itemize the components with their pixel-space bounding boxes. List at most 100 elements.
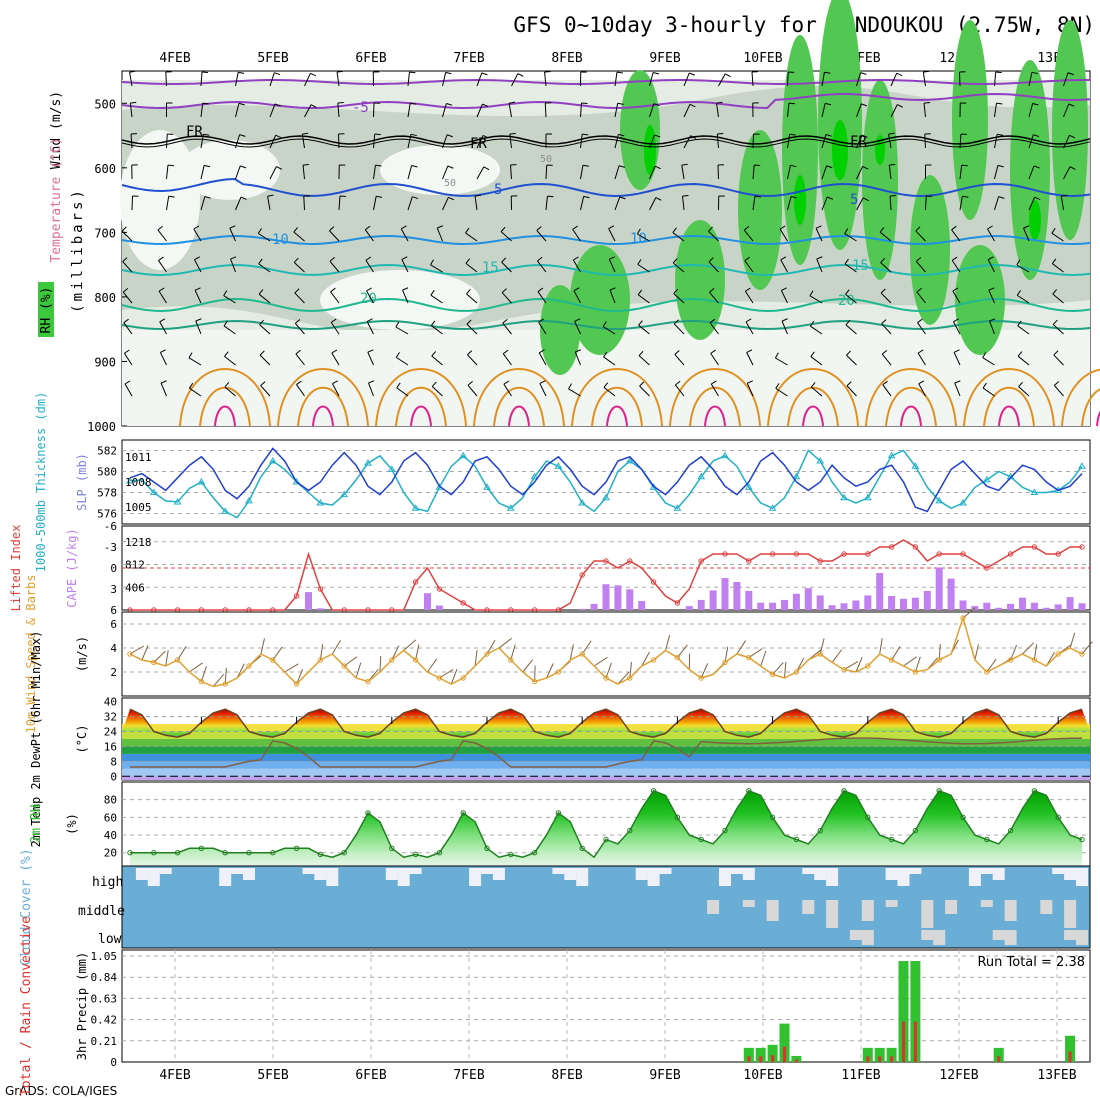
wind-barb-flag: [845, 289, 850, 295]
wind-barb-flag: [409, 71, 416, 74]
surface-wind-barb: [1069, 632, 1076, 649]
wind-barb-flag: [539, 380, 546, 384]
wind-barb: [649, 197, 657, 211]
footer-credit: GrADS: COLA/IGES: [5, 1084, 117, 1098]
wind-barb-flag: [230, 256, 237, 260]
wind-barb: [407, 103, 411, 118]
wind-barb-flag: [708, 226, 713, 232]
wind-barb: [846, 354, 857, 366]
wind-barb: [366, 290, 374, 304]
chart-title: GFS 0~10day 3-hourly for BONDOUKOU (2.75…: [513, 13, 1095, 37]
wind-barb-flag: [997, 164, 1004, 168]
temp-tick-label: 16: [104, 740, 117, 753]
wind-barb: [476, 103, 483, 118]
rh-line-point: [127, 850, 133, 856]
wind-barb-flag: [746, 349, 753, 353]
pressure-tick-label: 900: [94, 355, 116, 369]
wind-barb-flag: [129, 70, 136, 73]
wind-barb-flag: [880, 288, 886, 294]
cloud-high-gap: [635, 868, 648, 880]
precip-convective-bar: [771, 1055, 775, 1062]
wind-barb: [716, 103, 719, 118]
temp-contour-minus5: [121, 92, 1091, 110]
wind-barb-flag: [618, 165, 625, 168]
wind-barb: [673, 293, 685, 304]
wind-barb: [952, 290, 961, 304]
wind-barb-flag: [130, 101, 137, 104]
rh-line-point: [389, 845, 395, 852]
wind-barb: [639, 385, 650, 397]
wind-barb-flag: [188, 382, 194, 389]
wind-speed-line-point: [817, 651, 823, 657]
wind-barb: [572, 229, 581, 242]
surface-wind-barb: [855, 657, 863, 673]
thickness-line-point: [792, 472, 801, 480]
wind-barb: [809, 295, 823, 304]
wind-barb: [1053, 385, 1064, 397]
rh-tick-label: 80: [104, 794, 117, 807]
wind-barb: [330, 291, 340, 304]
temp-band: [122, 739, 1090, 747]
wind-barb-flag: [881, 349, 888, 355]
precip-tick-label: 0: [110, 1056, 117, 1069]
wind-barb-flag: [194, 256, 200, 261]
cloud-high-gap: [659, 868, 672, 874]
wind-barb: [917, 352, 926, 366]
thickness-tick-label: 580: [97, 466, 117, 479]
wind-barb-flag: [195, 318, 202, 322]
wind-barb: [856, 166, 864, 180]
cloud-low-bar: [992, 930, 1005, 940]
precip-tick-label: 0.84: [91, 971, 118, 984]
wind-barb: [810, 325, 823, 335]
cape-bar: [424, 593, 431, 610]
wind-barb-flag: [690, 135, 697, 139]
temp-contour-minus10: [121, 78, 1090, 85]
wind-barb-flag: [810, 351, 815, 357]
wind-barb: [329, 230, 340, 242]
wind-barb: [235, 103, 240, 118]
wind-barb-flag: [1052, 289, 1058, 295]
temp-contour-35: [395, 386, 447, 427]
cloud-high-gap: [980, 868, 993, 874]
rh-line-point: [317, 851, 324, 858]
wind-barb: [194, 290, 202, 304]
temp-contour-35: [297, 386, 349, 427]
contour-label: -5: [352, 100, 369, 116]
wind-barb-flag: [987, 225, 993, 230]
cloud-high-gap: [897, 868, 910, 886]
wind-barb-flag: [918, 380, 925, 385]
wind-barb: [649, 72, 654, 87]
temp-tick-label: 24: [104, 726, 118, 739]
precip-convective-bar: [759, 1056, 763, 1062]
li-line-point: [698, 558, 704, 564]
rh-line-point: [746, 788, 752, 794]
wind-barb-flag: [609, 256, 615, 260]
precip-total-bar: [862, 1047, 873, 1062]
wind-barb: [716, 134, 719, 149]
wind-barb-flag: [267, 194, 274, 197]
thickness-line-point: [1030, 488, 1039, 495]
wind-barb-flag: [862, 165, 869, 170]
wind-barb-flag: [608, 225, 615, 229]
wind-barb-flag: [673, 288, 679, 294]
wind-barb: [614, 134, 619, 149]
wind-speed-line-point: [531, 678, 538, 685]
cloud-middle-bar: [802, 900, 815, 914]
thickness-line-point: [887, 451, 896, 459]
wind-barb: [915, 230, 926, 242]
wind-barb: [683, 104, 691, 118]
surface-wind-barb: [974, 644, 979, 661]
wind-barb: [856, 103, 862, 118]
wind-barb-flag: [1016, 290, 1021, 296]
wind-speed-line-point: [960, 615, 966, 621]
wind-barb-flag: [672, 227, 677, 233]
temp-contour-30: [963, 368, 1055, 427]
temp-tick-label: 40: [104, 696, 117, 709]
cloud-high-gap: [219, 868, 232, 886]
wind10m-units: (m/s): [75, 636, 89, 672]
wind-barb: [1018, 386, 1030, 397]
surface-wind-barb: [760, 650, 767, 667]
wind-barb-flag: [238, 102, 245, 106]
thickness-line: [129, 449, 1083, 519]
temp-contour-30: [277, 368, 369, 427]
